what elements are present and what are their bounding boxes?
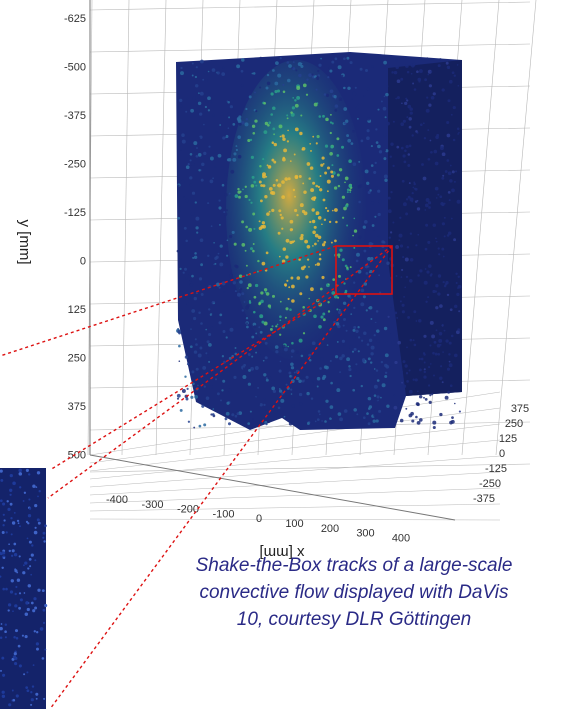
z-tick-label: 125: [499, 433, 517, 445]
y-tick-label: 0: [80, 256, 86, 268]
x-tick-label: -400: [106, 494, 128, 506]
zoom-inset-panel: [0, 468, 48, 709]
x-tick-label: 400: [392, 532, 410, 544]
x-tick-label: -200: [177, 504, 199, 516]
zoom-connector-line: [47, 245, 393, 499]
x-axis-title: x [mm]: [260, 544, 305, 561]
y-tick-label: 500: [68, 450, 86, 462]
zoom-callout: [0, 245, 393, 709]
figure-caption: Shake-the-Box tracks of a large-scale con…: [140, 552, 568, 633]
x-tick-label: 100: [285, 518, 303, 530]
caption-line: convective flow displayed with DaVis: [199, 582, 509, 603]
particle-cloud: [176, 52, 462, 430]
zoom-connector-line: [0, 245, 337, 357]
x-tick-label: 200: [321, 523, 339, 535]
y-tick-label: -625: [64, 13, 86, 25]
caption-line: Shake-the-Box tracks of a large-scale: [195, 555, 513, 576]
z-tick-label: 250: [505, 418, 523, 430]
y-tick-label: -500: [64, 62, 86, 74]
z-tick-label: -125: [485, 463, 507, 475]
y-tick-label: -125: [64, 207, 86, 219]
particle-cloud-right-dark: [388, 60, 462, 396]
y-tick-label: 375: [68, 401, 86, 413]
z-tick-label: -250: [479, 478, 501, 490]
x-tick-label: 0: [256, 513, 262, 525]
caption-line: 10, courtesy DLR Göttingen: [236, 609, 472, 630]
zoom-inset-image: [0, 468, 46, 709]
y-tick-label: -250: [64, 159, 86, 171]
x-tick-label: -100: [212, 508, 234, 520]
zoom-connector-line: [49, 293, 337, 471]
z-tick-label: -375: [473, 493, 495, 505]
x-tick-label: -300: [141, 499, 163, 511]
z-tick-label: 375: [511, 403, 529, 415]
y-axis-title: y [mm]: [16, 220, 33, 265]
y-tick-label: 250: [68, 353, 86, 365]
y-tick-label: -375: [64, 110, 86, 122]
z-tick-label: 0: [499, 448, 505, 460]
highlight-box: [335, 245, 393, 295]
x-tick-label: 300: [356, 528, 374, 540]
y-tick-label: 125: [68, 304, 86, 316]
